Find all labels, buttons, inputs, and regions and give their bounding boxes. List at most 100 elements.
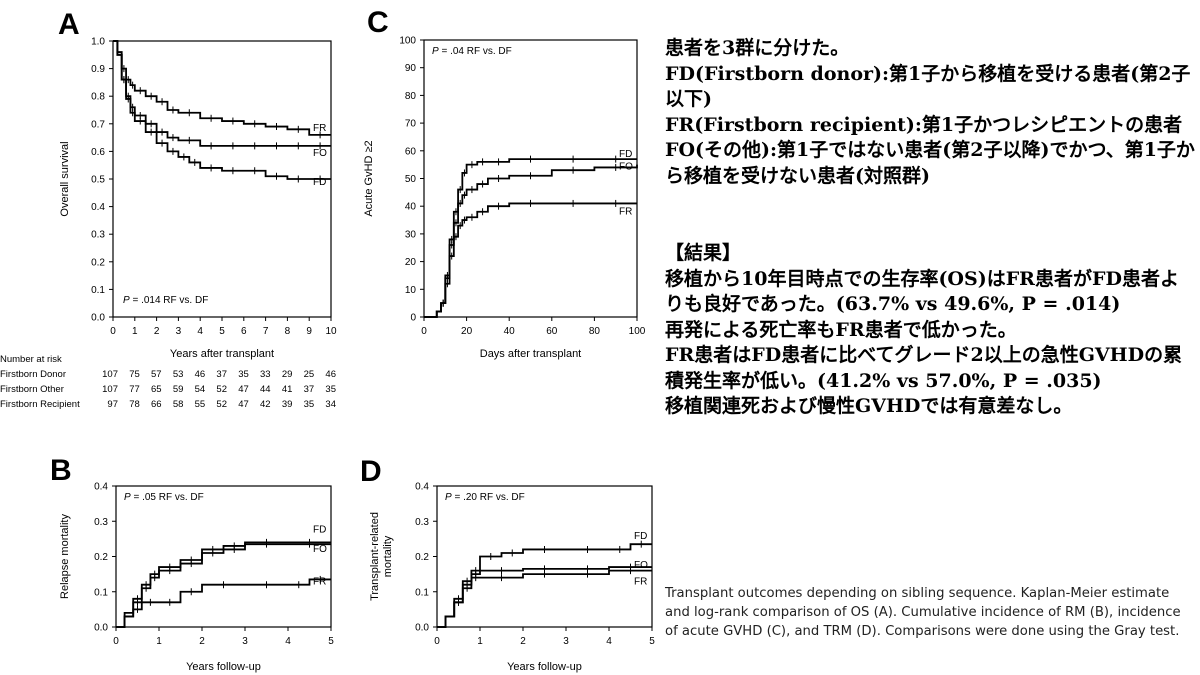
- risk-table-value: 107: [102, 369, 118, 380]
- risk-table-value: 54: [195, 384, 206, 395]
- panel-b-y-axis-title: Relapse mortality: [59, 514, 71, 599]
- panel-c-ytick-label: 30: [405, 229, 417, 240]
- risk-table-value: 44: [260, 384, 271, 395]
- panel-a-ytick-label: 0.2: [91, 257, 105, 268]
- panel-a-xtick-label: 2: [154, 326, 160, 337]
- panel-d-y-axis-title-line: mortality: [382, 535, 394, 577]
- panel-d-letter: D: [360, 455, 382, 488]
- panel-b-frame: [115, 485, 332, 628]
- risk-table-value: 52: [216, 399, 227, 410]
- panel-a-letter: A: [58, 8, 80, 41]
- panel-c-series-fo: [424, 164, 638, 318]
- panel-a-annotation: P = .014 RF vs. DF: [123, 295, 208, 306]
- panel-b-xtick-label: 5: [328, 636, 334, 647]
- panel-d-label-fo: FO: [634, 560, 648, 571]
- risk-table-value: 53: [173, 369, 184, 380]
- risk-table-value: 35: [238, 369, 249, 380]
- panel-c-ytick-label: 40: [405, 202, 417, 213]
- panel-a: A0.00.10.20.30.40.50.60.70.80.91.00 1 2 3 4 5…: [0, 8, 337, 410]
- risk-table-value: 35: [325, 384, 336, 395]
- panel-a-xtick-label: 10: [325, 326, 337, 337]
- risk-table-value: 37: [216, 369, 227, 380]
- panel-d-xtick-label: 5: [649, 636, 655, 647]
- panel-b-xtick-label: 0: [113, 636, 119, 647]
- risk-table-value: 35: [304, 399, 315, 410]
- risk-table-value: 39: [282, 399, 293, 410]
- panel-c-annotation: P = .04 RF vs. DF: [432, 46, 512, 57]
- panel-d-xtick-label: 1: [477, 636, 483, 647]
- panel-d-ytick-label: 0.4: [415, 482, 429, 493]
- fd-definition: FD(Firstborn donor):第1子から移植を受ける患者(第2子以下): [665, 62, 1191, 111]
- panel-c-xtick-label: 0: [421, 326, 427, 337]
- panel-a-ytick-label: 0.3: [91, 230, 105, 241]
- panel-a-x-axis-title: Years after transplant: [170, 348, 274, 360]
- risk-table-row-label: Firstborn Other: [0, 384, 64, 395]
- panel-c-xtick-label: 40: [504, 326, 516, 337]
- panel-a-xtick-label: 6: [241, 326, 247, 337]
- panel-a-ytick-label: 0.8: [91, 92, 105, 103]
- groups-intro: 患者を3群に分けた。: [665, 37, 850, 59]
- panel-a-series-fr: [113, 40, 331, 136]
- panel-d-annotation-p: P: [445, 492, 452, 503]
- result-os: 移植から10年目時点での生存率(OS)はFR患者がFD患者よりも良好であった。(…: [665, 267, 1179, 316]
- result-gvhd: FR患者はFD患者に比べてグレード2以上の急性GVHDの累積発生率が低い。(41…: [665, 344, 1183, 392]
- risk-table-value: 77: [129, 384, 140, 395]
- panel-c-ytick-label: 10: [405, 285, 417, 296]
- panel-a-ytick-label: 0.4: [91, 202, 105, 213]
- risk-table-value: 58: [173, 399, 184, 410]
- panel-d-ytick-label: 0.3: [415, 517, 429, 528]
- panel-d-ytick-label: 0.1: [415, 587, 429, 598]
- risk-table-value: 52: [216, 384, 227, 395]
- risk-table-value: 47: [238, 399, 249, 410]
- panel-a-xtick-label: 9: [306, 326, 312, 337]
- panel-b-xtick-label: 3: [242, 636, 248, 647]
- panel-d-annotation: P = .20 RF vs. DF: [445, 492, 525, 503]
- panel-d-annotation-rest: = .20 RF vs. DF: [452, 492, 525, 503]
- risk-table-value: 33: [260, 369, 271, 380]
- panel-d-y-axis-title: Transplant-relatedmortality: [369, 512, 394, 601]
- panel-d: D 0.0 0.1 0.2 0.3 0.4 0 1 2 3 4 5 Years follow-up Tra…: [360, 455, 655, 673]
- panel-b-xtick-label: 1: [156, 636, 162, 647]
- summary-notes: 患者を3群に分けた。 FD(Firstborn donor):第1子から移植を受…: [665, 36, 1195, 420]
- result-relapse: 再発による死亡率もFR患者で低かった。: [665, 318, 1017, 341]
- panel-b-letter: B: [50, 454, 72, 487]
- panel-a-xtick-label: 0: [110, 326, 116, 337]
- risk-table-row-label: Firstborn Donor: [0, 369, 66, 380]
- panel-c-label-fr: FR: [619, 206, 632, 217]
- risk-table-value: 66: [151, 399, 162, 410]
- risk-table-value: 25: [304, 369, 315, 380]
- panel-a-xtick-label: 4: [197, 326, 203, 337]
- panel-d-y-axis-title-line: Transplant-related: [369, 512, 381, 601]
- risk-table-row-label: Firstborn Recipient: [0, 399, 80, 410]
- panel-d-ytick-label: 0.0: [415, 623, 429, 634]
- panel-a-xtick-label: 1: [132, 326, 138, 337]
- risk-table-value: 97: [107, 399, 118, 410]
- panel-a-ytick-label: 0.1: [91, 285, 105, 296]
- panel-c-xtick-label: 80: [589, 326, 601, 337]
- panel-a-xtick-label: 8: [285, 326, 291, 337]
- panel-a-ytick-label: 0.5: [91, 175, 105, 186]
- panel-a-annotation-rest: = .014 RF vs. DF: [130, 295, 209, 306]
- panel-b-ytick-label: 0.0: [94, 623, 108, 634]
- fr-definition: FR(Firstborn recipient):第1子かつレシピエントの患者: [665, 113, 1183, 136]
- panel-b-label-fo: FO: [313, 544, 327, 555]
- panel-a-y-axis-title: Overall survival: [59, 141, 71, 216]
- figure-panels: A0.00.10.20.30.40.50.60.70.80.91.00 1 2 3 4 5…: [0, 6, 655, 673]
- fo-definition: FO(その他):第1子ではない患者(第2子以降)でかつ、第1子から移植を受けない…: [665, 139, 1195, 187]
- panel-b-series-fr: [116, 578, 331, 628]
- panel-c-label-fd: FD: [619, 149, 632, 160]
- panel-b-xtick-label: 4: [285, 636, 291, 647]
- risk-table-value: 65: [151, 384, 162, 395]
- risk-table-value: 75: [129, 369, 140, 380]
- panel-d-xtick-label: 2: [520, 636, 526, 647]
- panel-c-ytick-label: 70: [405, 119, 417, 130]
- panel-b-ytick-label: 0.3: [94, 517, 108, 528]
- panel-c-letter: C: [367, 6, 389, 39]
- panel-a-annotation-p: P: [123, 295, 130, 306]
- panel-b-label-fd: FD: [313, 524, 326, 535]
- panel-d-frame: [436, 485, 653, 628]
- panel-b-label-fr: FR: [313, 576, 326, 587]
- risk-table-value: 46: [195, 369, 206, 380]
- panel-c-xtick-label: 60: [546, 326, 558, 337]
- result-trm: 移植関連死および慢性GVHDでは有意差なし。: [665, 395, 1073, 417]
